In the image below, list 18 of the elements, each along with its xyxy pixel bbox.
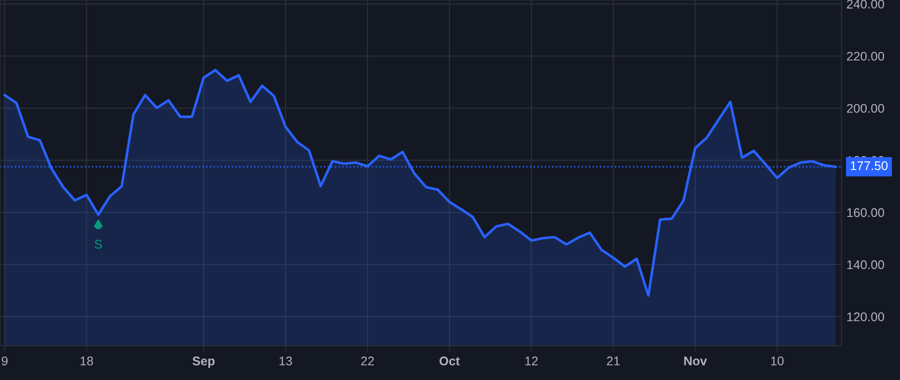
x-tick-label: 22 [361, 356, 374, 366]
y-tick-label: 240.00 [846, 0, 884, 9]
x-tick-label: Nov [684, 356, 707, 366]
x-tick-label: 18 [80, 356, 94, 366]
x-tick-label: 12 [525, 356, 538, 366]
y-tick-label: 140.00 [847, 260, 884, 270]
x-tick-label: 13 [280, 356, 292, 366]
y-tick-label: 220.00 [846, 52, 884, 61]
x-tick-label: 10 [771, 356, 784, 366]
y-tick-label: 200.00 [846, 104, 884, 113]
y-tick-label: 120.00 [847, 312, 884, 322]
x-tick-label: Oct [440, 356, 460, 366]
x-tick-label: 21 [606, 356, 620, 366]
x-tick-label: Sep [192, 356, 215, 368]
annotation: S [94, 240, 102, 249]
ref-line-label: 177.50 [850, 161, 888, 170]
y-tick-label: 160.00 [847, 208, 884, 218]
x-tick-label: 9 [2, 356, 8, 366]
